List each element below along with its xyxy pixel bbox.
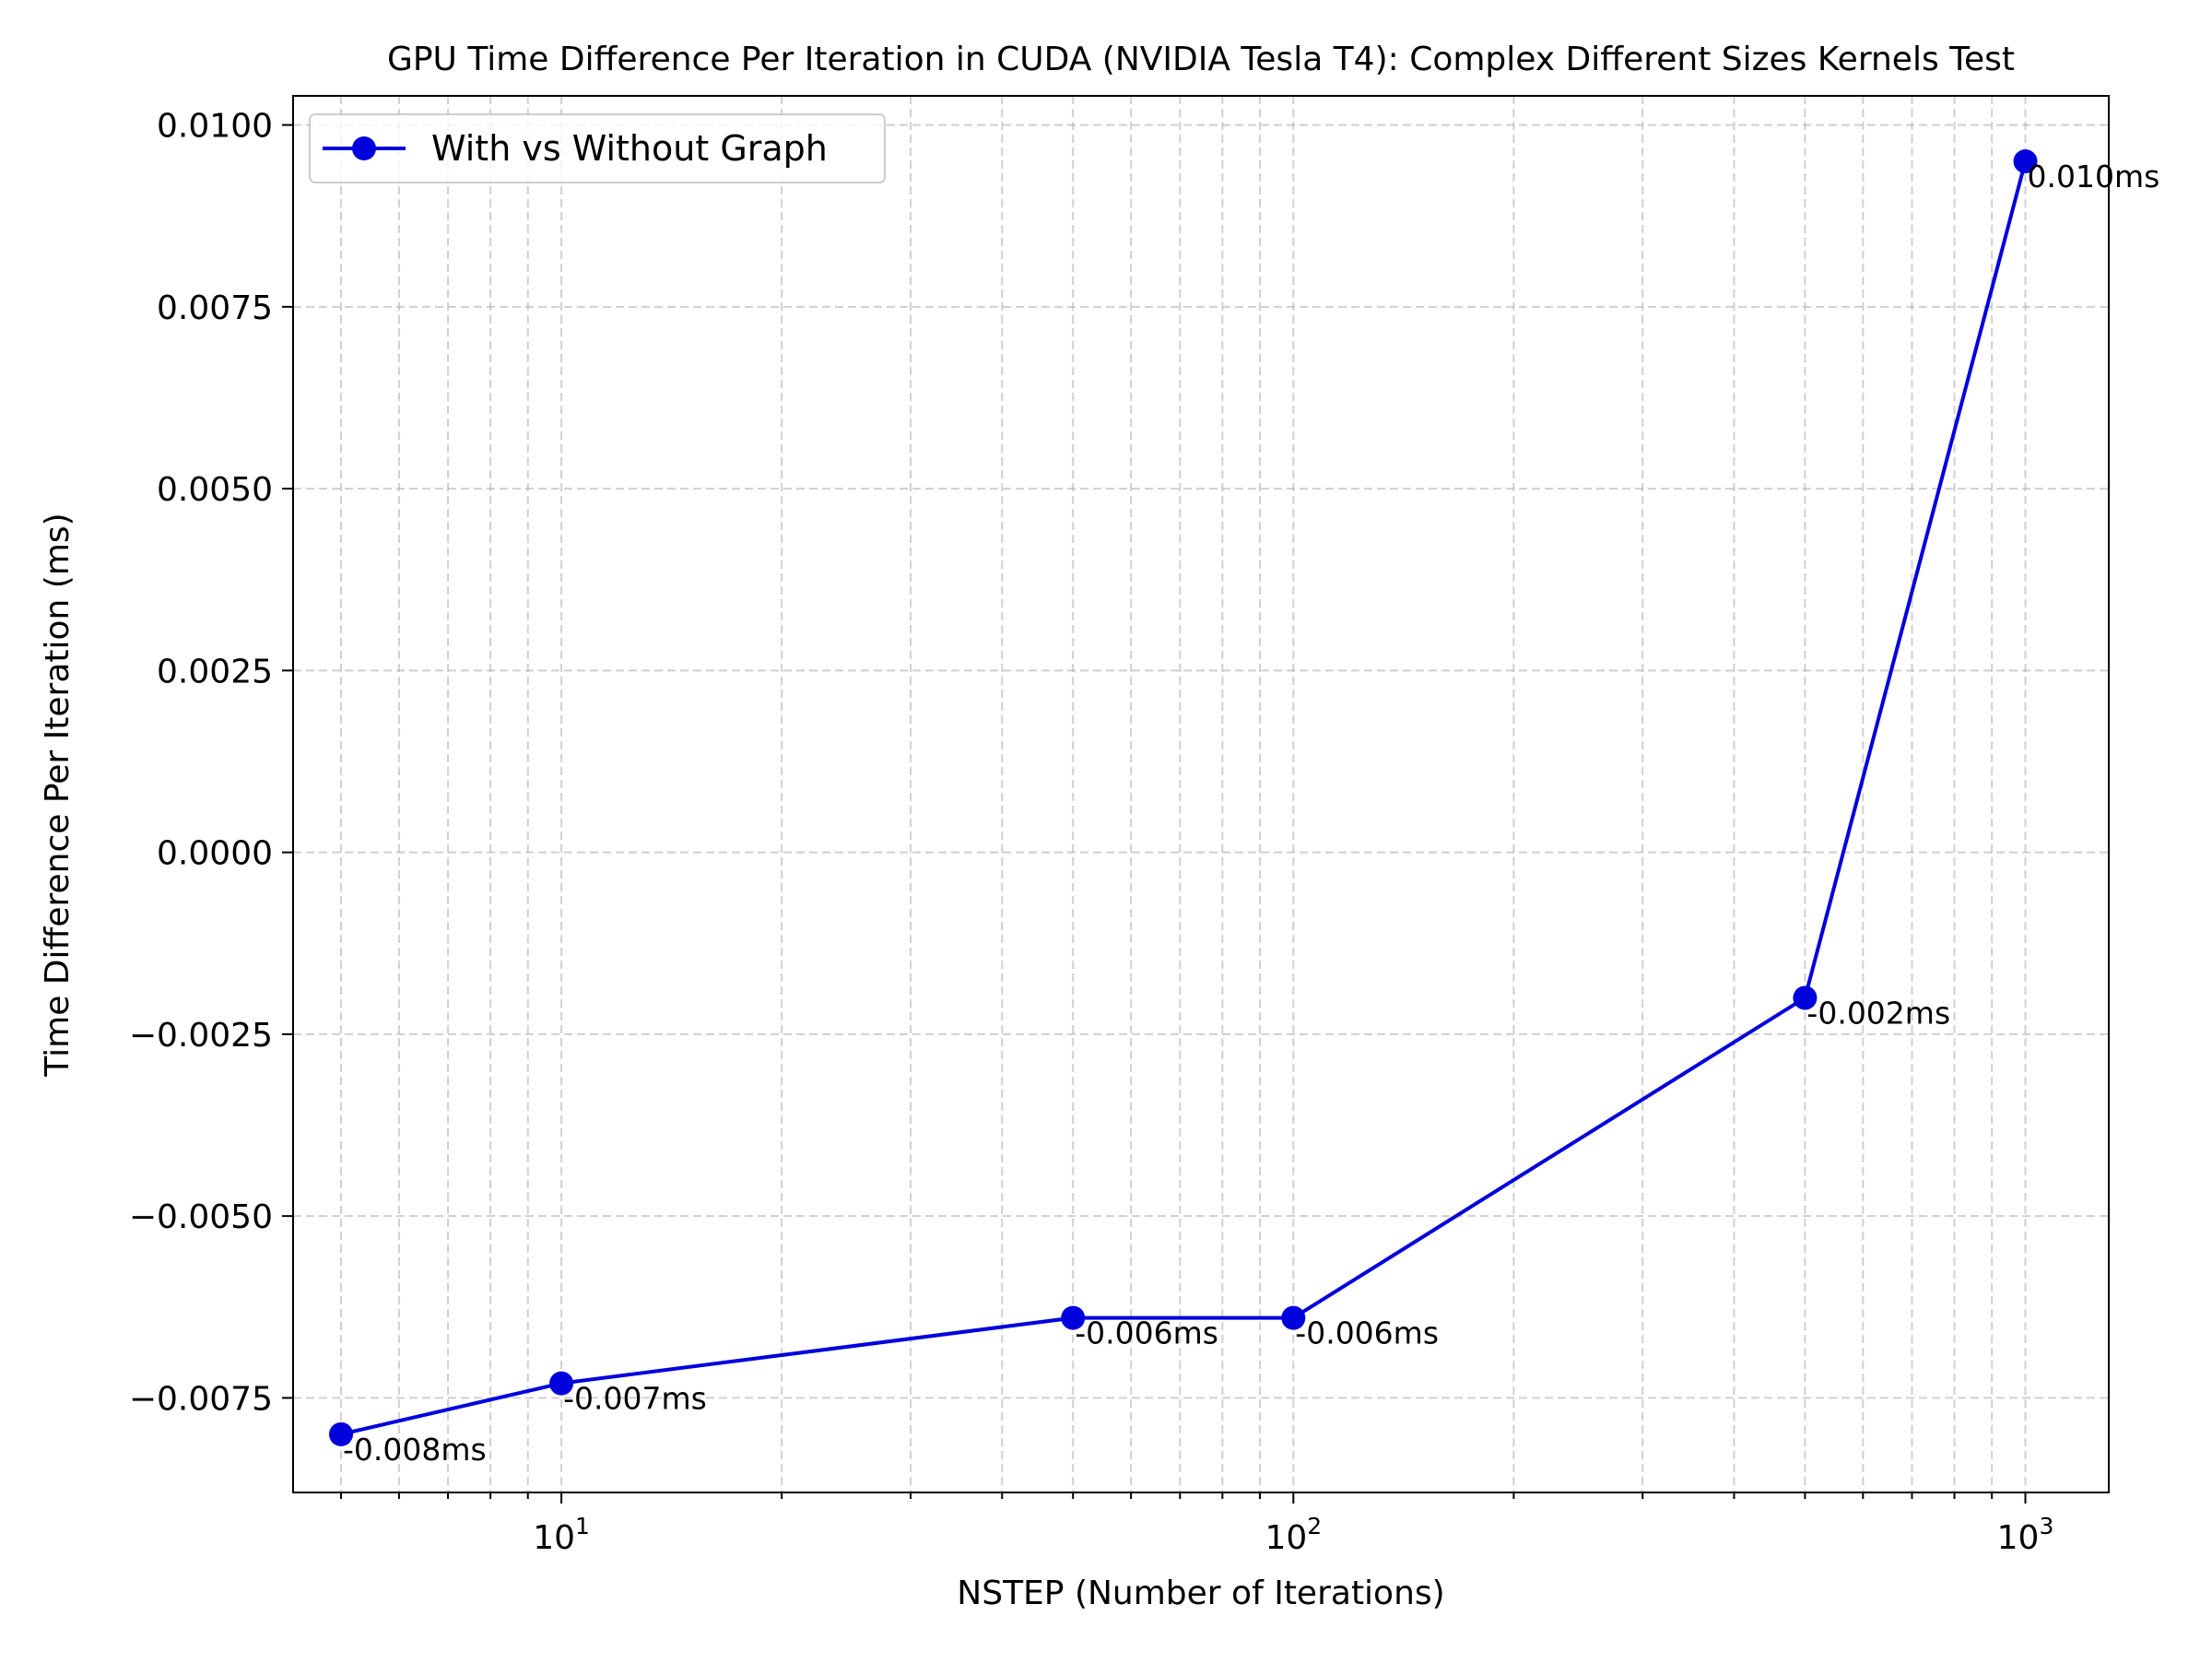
data-point-label: -0.008ms xyxy=(343,1432,487,1468)
x-tick-exponent: 1 xyxy=(575,1513,590,1539)
data-labels: -0.008ms -0.007ms -0.006ms -0.006ms -0.002ms… xyxy=(343,159,2159,1468)
axis-ticks: 101 102 1030.01000.00750.00500.00250.0000−… xyxy=(129,108,2054,1557)
y-tick-label: 0.0050 xyxy=(157,471,273,509)
x-tick-exponent: 3 xyxy=(2039,1513,2053,1539)
y-tick-label: 0.0025 xyxy=(157,653,273,690)
data-point-marker xyxy=(1793,985,1818,1010)
legend-entry-label: With vs Without Graph xyxy=(431,128,828,169)
series-line xyxy=(340,160,2028,1436)
y-tick-label: −0.0075 xyxy=(129,1380,273,1418)
x-tick-exponent: 2 xyxy=(1307,1513,1322,1539)
plot-area-frame xyxy=(292,95,2110,1493)
data-point-marker xyxy=(329,1421,354,1446)
x-tick-label: 101 xyxy=(533,1513,590,1557)
x-axis-label: NSTEP (Number of Iterations) xyxy=(957,1575,1444,1612)
data-point-marker xyxy=(1281,1305,1306,1330)
data-point-label: -0.002ms xyxy=(1806,995,1950,1031)
legend-box xyxy=(309,113,886,183)
data-point-marker xyxy=(2013,149,2038,174)
y-tick-label: 0.0100 xyxy=(157,108,273,146)
y-tick-label: −0.0050 xyxy=(129,1198,273,1236)
data-point-label: -0.006ms xyxy=(1295,1315,1439,1351)
data-point-marker xyxy=(549,1371,574,1396)
data-point-marker xyxy=(1061,1305,1086,1330)
legend: With vs Without Graph xyxy=(309,113,886,183)
y-tick-label: 0.0075 xyxy=(157,289,273,327)
data-point-label: 0.010ms xyxy=(2028,159,2160,195)
grid-lines xyxy=(293,96,2109,1492)
y-axis-label: Time Difference Per Iteration (ms) xyxy=(39,513,76,1077)
legend-marker-swatch xyxy=(352,136,376,160)
chart-title: GPU Time Difference Per Iteration in CUD… xyxy=(387,41,2015,78)
data-point-label: -0.007ms xyxy=(563,1381,707,1417)
data-series xyxy=(329,149,2038,1446)
y-tick-label: −0.0025 xyxy=(129,1017,273,1055)
y-tick-label: 0.0000 xyxy=(157,835,273,873)
data-point-label: -0.006ms xyxy=(1075,1315,1218,1351)
